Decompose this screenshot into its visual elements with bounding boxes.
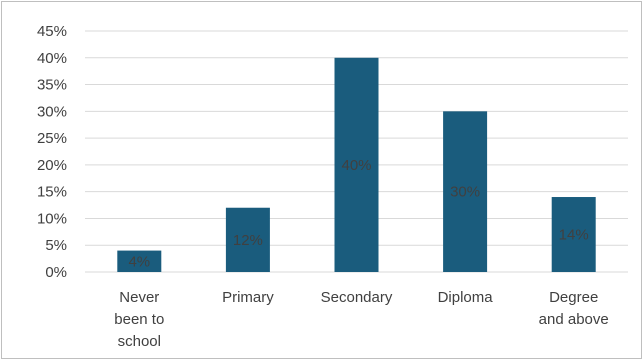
- category-label-line: Primary: [222, 289, 274, 306]
- bar: [551, 197, 596, 272]
- data-label: 14%: [559, 227, 589, 244]
- data-label: 12%: [233, 232, 263, 249]
- data-label: 4%: [128, 253, 150, 270]
- category-label: Diploma: [438, 289, 494, 306]
- y-tick-label: 30%: [37, 103, 67, 120]
- category-label: Primary: [222, 289, 274, 306]
- y-tick-label: 45%: [37, 23, 67, 40]
- y-tick-label: 25%: [37, 130, 67, 147]
- category-label-line: Secondary: [321, 289, 393, 306]
- y-tick-label: 10%: [37, 210, 67, 227]
- bars: [117, 57, 596, 273]
- category-label-line: school: [118, 333, 161, 350]
- data-label: 30%: [450, 184, 480, 201]
- category-label: Degree and above: [539, 289, 609, 328]
- category-label-line: Diploma: [438, 289, 494, 306]
- bar: [117, 250, 162, 272]
- y-tick-label: 20%: [37, 157, 67, 174]
- category-label-line: Degree: [549, 289, 598, 306]
- y-tick-label: 35%: [37, 77, 67, 94]
- category-label-line: Never: [119, 289, 159, 306]
- bar: [334, 57, 379, 273]
- bar: [225, 207, 270, 272]
- y-tick-label: 15%: [37, 184, 67, 201]
- category-label-line: and above: [539, 311, 609, 328]
- data-label: 40%: [341, 157, 371, 174]
- category-label: Secondary: [321, 289, 393, 306]
- data-labels: 4% 12% 40% 30% 14%: [128, 157, 588, 270]
- category-label: Never been to school: [114, 289, 164, 350]
- bar: [443, 111, 488, 272]
- y-tick-label: 40%: [37, 50, 67, 67]
- y-axis-ticks: 0% 5% 10% 15% 20% 25% 30% 35% 40% 45%: [37, 23, 67, 281]
- category-labels: Never been to school Primary Secondary Diplom…: [114, 289, 608, 350]
- y-tick-label: 5%: [45, 237, 67, 254]
- y-tick-label: 0%: [45, 264, 67, 281]
- category-label-line: been to: [114, 311, 164, 328]
